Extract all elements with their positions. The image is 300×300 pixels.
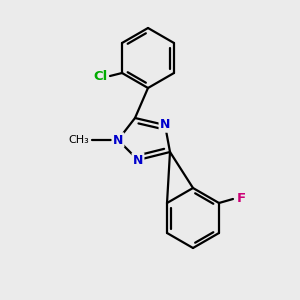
Text: N: N [133, 154, 143, 166]
Text: F: F [236, 193, 245, 206]
Text: N: N [160, 118, 170, 131]
Text: N: N [113, 134, 123, 146]
Text: Cl: Cl [93, 70, 107, 83]
Text: CH₃: CH₃ [68, 135, 89, 145]
